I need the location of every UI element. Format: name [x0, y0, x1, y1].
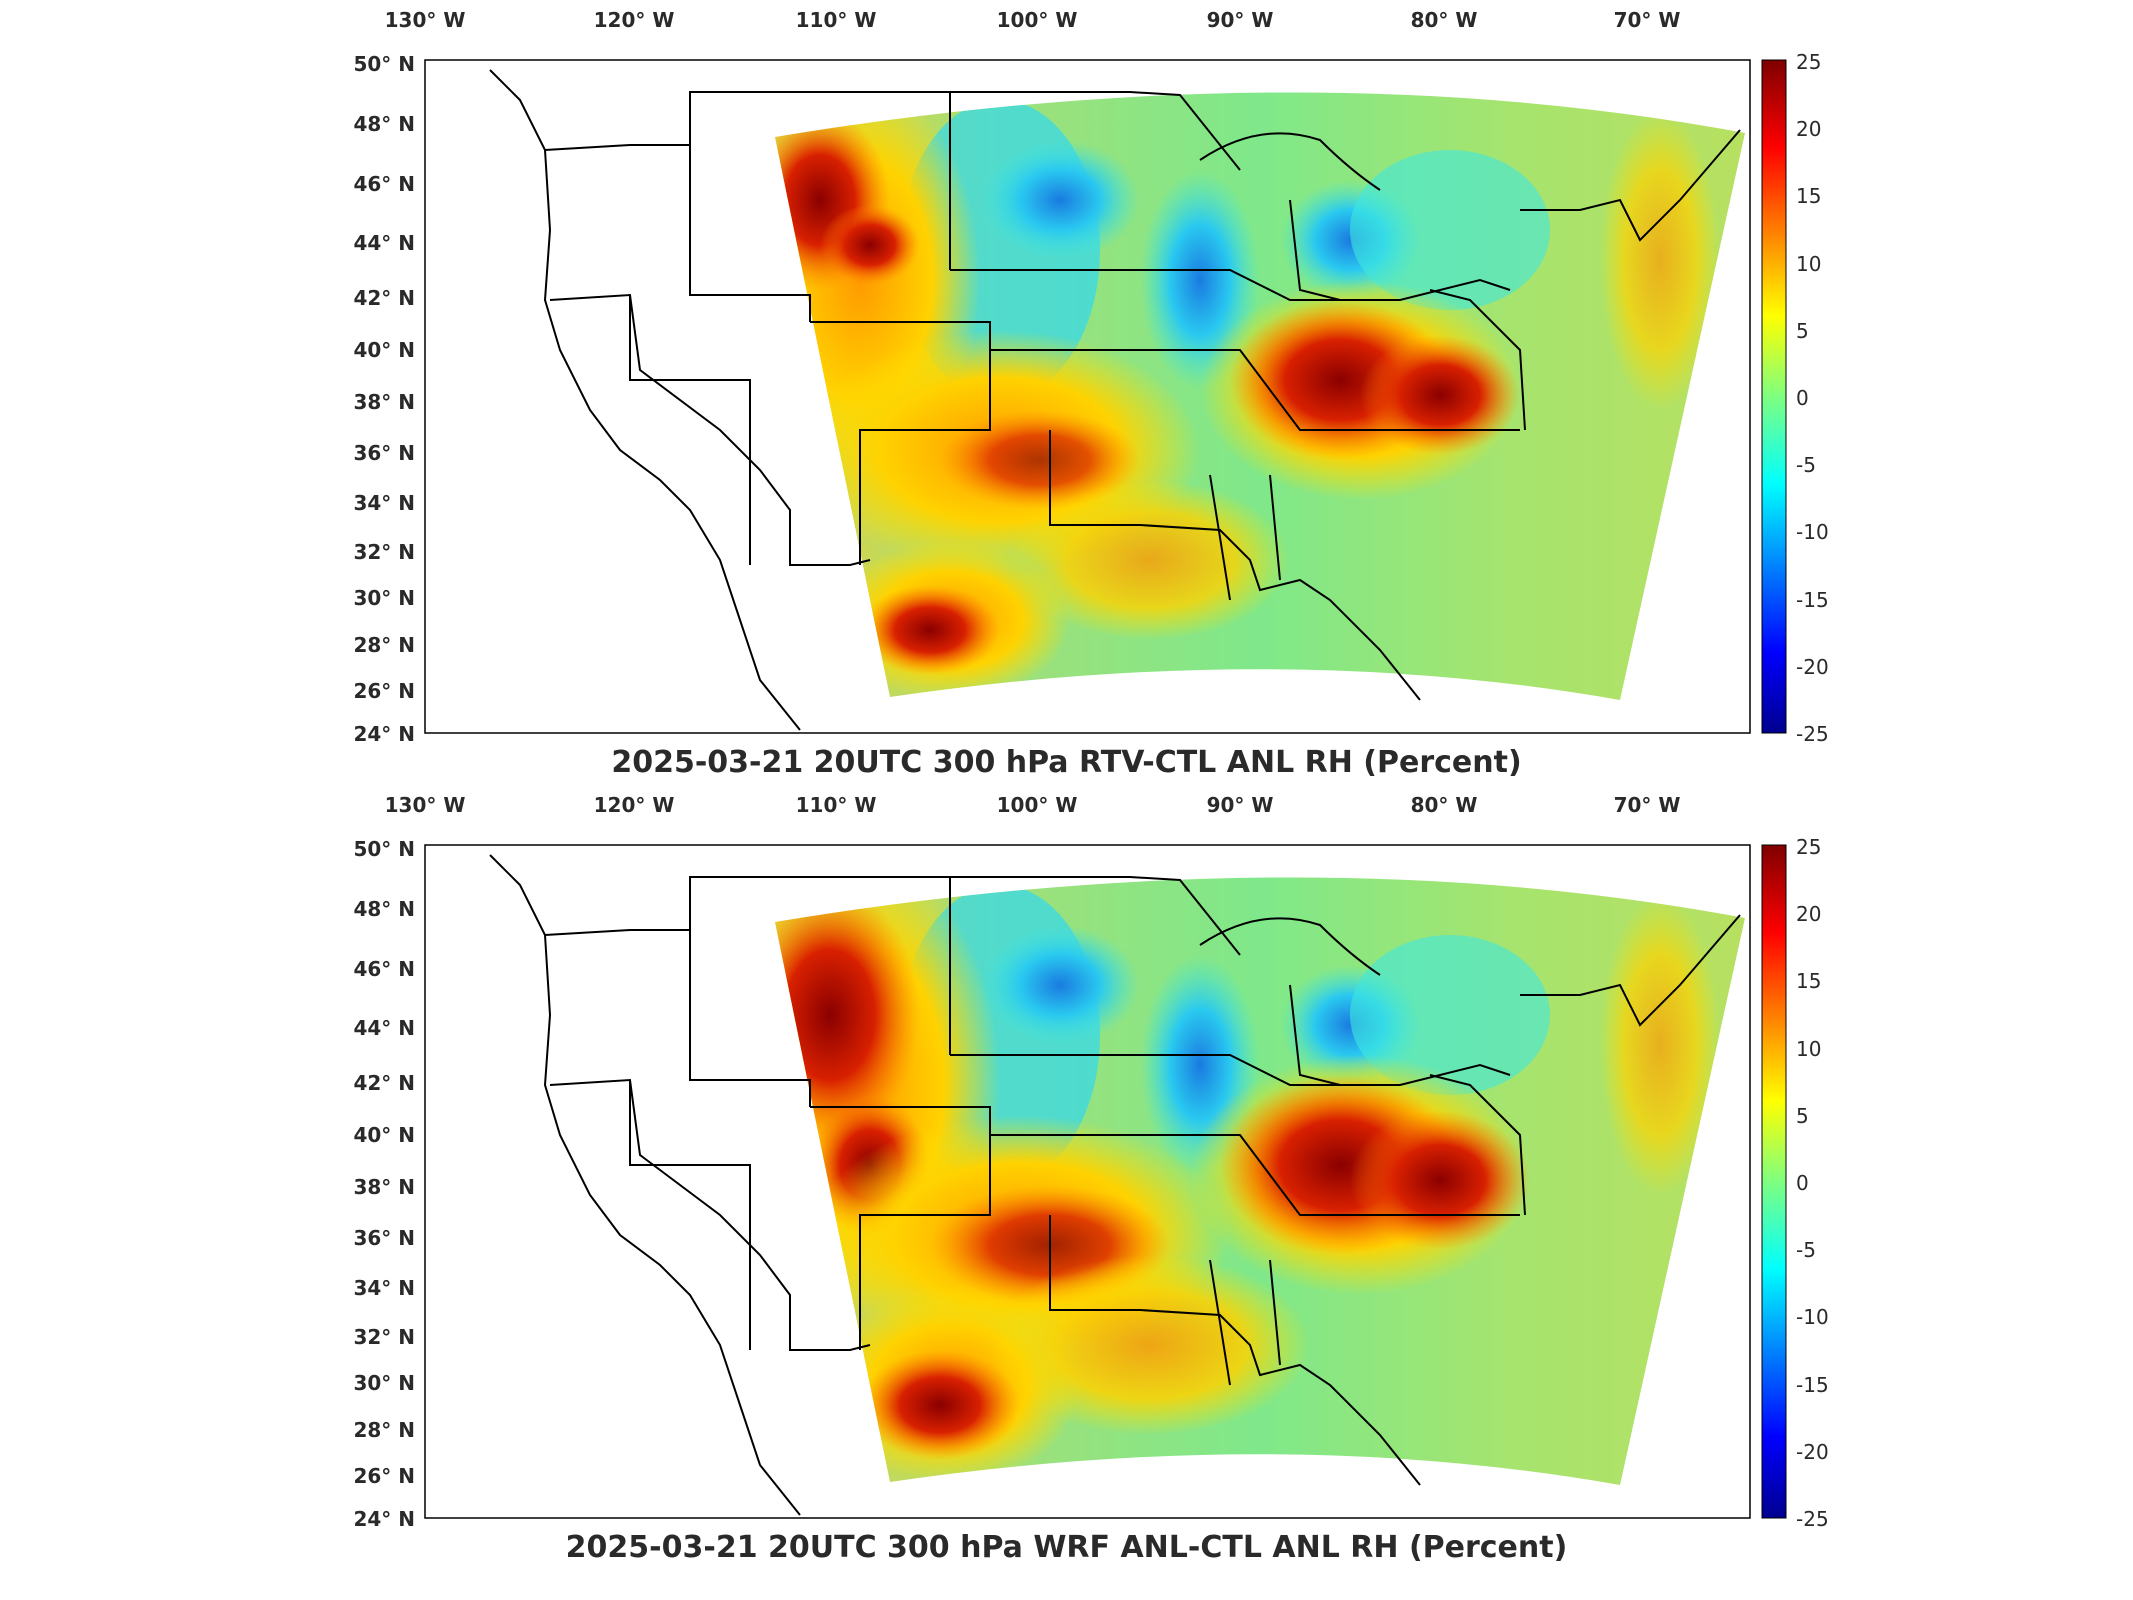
lon-label: 80° W [1410, 793, 1478, 817]
lat-label: 34° N [353, 491, 415, 515]
colorbar-tick: 10 [1796, 252, 1822, 276]
lat-label: 46° N [353, 957, 415, 981]
lon-label: 120° W [593, 793, 675, 817]
lat-label: 36° N [353, 441, 415, 465]
colorbar-tick: 10 [1796, 1037, 1822, 1061]
map-panel-bottom: 130° W 120° W 110° W 100° W 90° W 80° W … [0, 785, 2133, 1585]
colorbar-tick: 15 [1796, 184, 1822, 208]
colorbar-tick: -10 [1796, 1305, 1829, 1329]
lat-label: 38° N [353, 1175, 415, 1199]
lat-label: 38° N [353, 390, 415, 414]
colorbar-tick: -25 [1796, 1507, 1829, 1531]
colorbar-tick: -5 [1796, 1238, 1816, 1262]
lat-label: 24° N [353, 722, 415, 746]
lat-label: 48° N [353, 112, 415, 136]
colorbar [1761, 59, 1787, 734]
rh-field [775, 92, 1745, 701]
colorbar-tick: -15 [1796, 588, 1829, 612]
lat-label: 34° N [353, 1276, 415, 1300]
lat-label: 26° N [353, 679, 415, 703]
lat-label: 30° N [353, 1371, 415, 1395]
lon-label: 130° W [384, 8, 466, 32]
colorbar-tick: 0 [1796, 1171, 1809, 1195]
lat-label: 48° N [353, 897, 415, 921]
lon-label: 90° W [1206, 793, 1274, 817]
colorbar-tick: 20 [1796, 117, 1822, 141]
colorbar-tick: -10 [1796, 520, 1829, 544]
colorbar-tick: -20 [1796, 1440, 1829, 1464]
lat-label: 32° N [353, 540, 415, 564]
colorbar-tick: 0 [1796, 386, 1809, 410]
lon-label: 130° W [384, 793, 466, 817]
lat-label: 28° N [353, 633, 415, 657]
colorbar-tick: -15 [1796, 1373, 1829, 1397]
colorbar-tick: 25 [1796, 835, 1822, 859]
coastline [489, 854, 1741, 1516]
colorbar [1761, 844, 1787, 1519]
lat-label: 42° N [353, 1071, 415, 1095]
map-title: 2025-03-21 20UTC 300 hPa RTV-CTL ANL RH … [611, 745, 1522, 780]
colorbar-tick: 20 [1796, 902, 1822, 926]
lon-label: 70° W [1613, 793, 1681, 817]
lat-label: 40° N [353, 1123, 415, 1147]
lon-label: 110° W [795, 793, 877, 817]
colorbar-tick: -5 [1796, 453, 1816, 477]
lat-label: 50° N [353, 837, 415, 861]
colorbar-tick: 25 [1796, 50, 1822, 74]
map-canvas [424, 59, 1787, 734]
lat-label: 44° N [353, 231, 415, 255]
lon-label: 90° W [1206, 8, 1274, 32]
colorbar-tick: -20 [1796, 655, 1829, 679]
lat-label: 24° N [353, 1507, 415, 1531]
coastline [489, 69, 1741, 731]
lon-label: 110° W [795, 8, 877, 32]
lat-label: 28° N [353, 1418, 415, 1442]
lon-label: 100° W [996, 793, 1078, 817]
lat-label: 42° N [353, 286, 415, 310]
colorbar-tick: 5 [1796, 319, 1809, 343]
lat-label: 50° N [353, 52, 415, 76]
map-panel-top: 130° W 120° W 110° W 100° W 90° W 80° W … [353, 8, 1829, 780]
colorbar-tick: -25 [1796, 722, 1829, 746]
colorbar-tick: 5 [1796, 1104, 1809, 1128]
rh-field [775, 877, 1745, 1486]
map-canvas [424, 844, 1787, 1519]
colorbar-tick: 15 [1796, 969, 1822, 993]
lon-label: 100° W [996, 8, 1078, 32]
lat-label: 32° N [353, 1325, 415, 1349]
lon-label: 120° W [593, 8, 675, 32]
lat-label: 26° N [353, 1464, 415, 1488]
lat-label: 36° N [353, 1226, 415, 1250]
lon-label: 70° W [1613, 8, 1681, 32]
lat-label: 46° N [353, 172, 415, 196]
map-title: 2025-03-21 20UTC 300 hPa WRF ANL-CTL ANL… [565, 1530, 1568, 1565]
lat-label: 44° N [353, 1016, 415, 1040]
lon-label: 80° W [1410, 8, 1478, 32]
lat-label: 40° N [353, 338, 415, 362]
lat-label: 30° N [353, 586, 415, 610]
